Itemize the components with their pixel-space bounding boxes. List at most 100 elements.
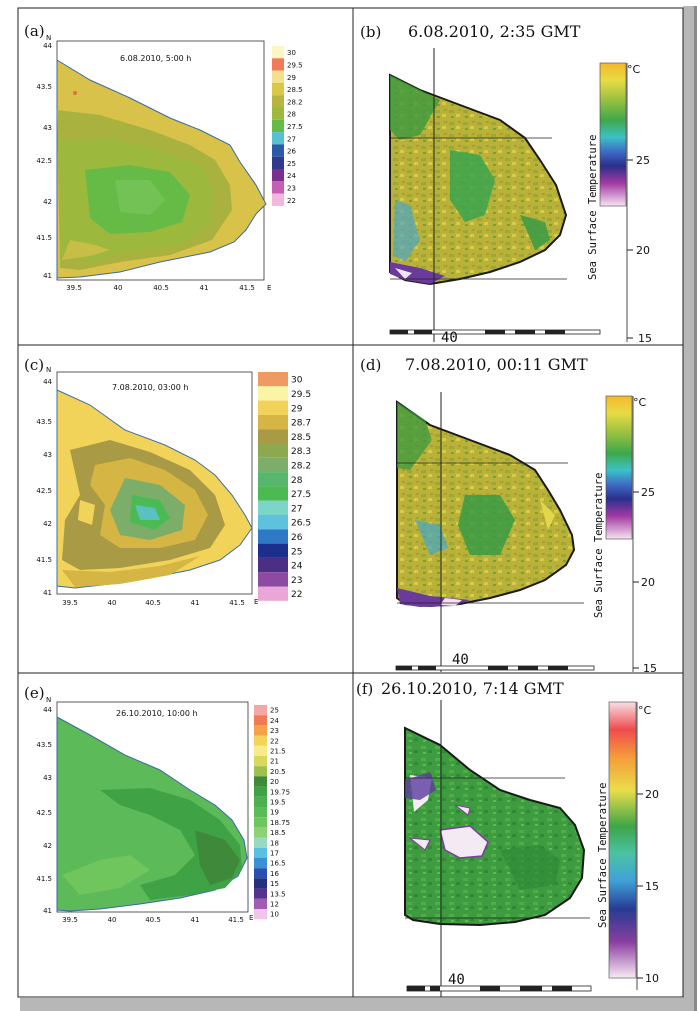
- y-tick: 42.5: [36, 809, 52, 817]
- colorbar-tick: 15: [645, 880, 659, 893]
- legend-swatch: [254, 817, 267, 828]
- longitude-label: 40: [452, 652, 469, 668]
- legend-swatch: [254, 807, 267, 818]
- legend-label: 18.5: [270, 829, 286, 837]
- y-tick: 42: [43, 520, 52, 528]
- legend-label: 24: [270, 717, 279, 725]
- legend-label: 25: [287, 160, 296, 168]
- scale-bar: [389, 329, 601, 335]
- y-tick: 41: [43, 589, 52, 597]
- legend-swatch: [272, 46, 284, 59]
- legend-label: 19.5: [270, 798, 286, 806]
- legend-swatch: [254, 858, 267, 869]
- x-tick: 41.5: [239, 284, 255, 292]
- x-tick: 40.5: [153, 284, 169, 292]
- legend-swatch: [258, 543, 288, 558]
- x-tick: 41: [200, 284, 209, 292]
- north-label: N: [46, 366, 51, 374]
- y-axis-ticks: 44 43.5 43 42.5 42 41.5 41: [36, 378, 52, 597]
- legend-swatch: [254, 725, 267, 736]
- x-tick: 40: [108, 599, 117, 607]
- legend-label: 28: [291, 476, 303, 486]
- x-tick: 39.5: [62, 599, 78, 607]
- legend-label: 16: [270, 870, 279, 878]
- y-tick: 44: [43, 42, 52, 50]
- legend-swatch: [258, 400, 288, 415]
- legend-swatch: [272, 169, 284, 182]
- legend-label: 23: [291, 576, 302, 586]
- legend-swatch: [258, 457, 288, 473]
- legend-swatch: [272, 156, 284, 169]
- image-timestamp: 26.10.2010, 7:14 GMT: [381, 679, 564, 698]
- legend-swatch: [258, 443, 288, 458]
- legend-swatch: [258, 515, 288, 530]
- legend-swatch: [272, 119, 284, 133]
- legend-swatch: [254, 735, 267, 746]
- colorbar-tick: 10: [645, 972, 659, 985]
- x-tick: 40: [108, 916, 117, 924]
- legend-label: 27.5: [287, 123, 303, 131]
- legend-swatch: [272, 107, 284, 120]
- legend-label: 28.5: [291, 433, 311, 443]
- colorbar: °C 25 20 15 Sea Surface Temperature: [593, 395, 657, 675]
- legend-label: 26.5: [291, 519, 311, 529]
- satellite-map: [404, 726, 586, 927]
- legend-label: 29.5: [291, 390, 311, 400]
- legend-label: 19: [270, 809, 279, 817]
- x-tick: 39.5: [62, 916, 78, 924]
- legend-swatch: [258, 500, 288, 515]
- panel-label: (a): [24, 22, 45, 40]
- scale-bar: [395, 665, 595, 671]
- colorbar-tick: 25: [636, 154, 650, 167]
- legend-swatch: [258, 414, 288, 430]
- legend-swatch: [254, 898, 267, 909]
- legend-swatch: [254, 868, 267, 879]
- colorbar-unit: °C: [633, 396, 647, 409]
- legend-swatch: [258, 372, 288, 387]
- x-tick: 41.5: [229, 599, 245, 607]
- y-tick: 41.5: [36, 234, 52, 242]
- longitude-label: 40: [448, 972, 465, 988]
- east-label: E: [254, 598, 258, 606]
- legend-label: 20: [270, 778, 279, 786]
- legend-label: 16.5: [270, 860, 286, 868]
- legend-swatch: [258, 486, 288, 501]
- scale-bar: [406, 985, 592, 992]
- longitude-label: 40: [441, 330, 458, 346]
- legend-swatch: [272, 95, 284, 108]
- model-map: [56, 701, 249, 913]
- map-timestamp: 6.08.2010, 5:00 h: [120, 54, 191, 63]
- colorbar-unit: °C: [638, 704, 652, 717]
- east-label: E: [249, 914, 253, 922]
- legend-swatch: [254, 847, 267, 858]
- colorbar-tick: 15: [643, 662, 657, 675]
- panel-a: (a) 6.08.2010, 5:00 h N E 44 43.5 43 42.…: [24, 22, 303, 292]
- panel-label: (c): [24, 356, 44, 374]
- legend-swatch: [254, 776, 267, 787]
- legend-swatch: [254, 766, 267, 777]
- legend-swatch: [258, 572, 288, 587]
- x-tick: 41.5: [228, 916, 244, 924]
- y-tick: 41.5: [36, 556, 52, 564]
- legend-label: 24: [291, 562, 303, 572]
- colorbar-tick: 15: [638, 332, 652, 345]
- image-timestamp: 6.08.2010, 2:35 GMT: [408, 22, 581, 41]
- x-tick: 40.5: [145, 599, 161, 607]
- legend-label: 29: [287, 74, 296, 82]
- legend-swatch: [254, 878, 267, 889]
- legend-label: 28.2: [287, 98, 303, 106]
- legend-label: 28.3: [291, 447, 311, 457]
- legend-label: 24: [287, 172, 296, 180]
- legend-label: 19.75: [270, 788, 290, 796]
- colorbar: °C 25 20 15 Sea Surface Temperature: [587, 62, 652, 345]
- legend-swatch: [254, 756, 267, 767]
- legend-swatch: [254, 827, 267, 838]
- legend-label: 30: [287, 49, 296, 57]
- panel-f: (f) 26.10.2010, 7:14 GMT 40 °C: [356, 679, 659, 997]
- legend-label: 26: [287, 148, 296, 156]
- y-tick: 41: [43, 907, 52, 915]
- y-tick: 42: [43, 198, 52, 206]
- x-tick: 40: [114, 284, 123, 292]
- colorbar-tick: 25: [641, 486, 655, 499]
- model-map: [56, 371, 253, 595]
